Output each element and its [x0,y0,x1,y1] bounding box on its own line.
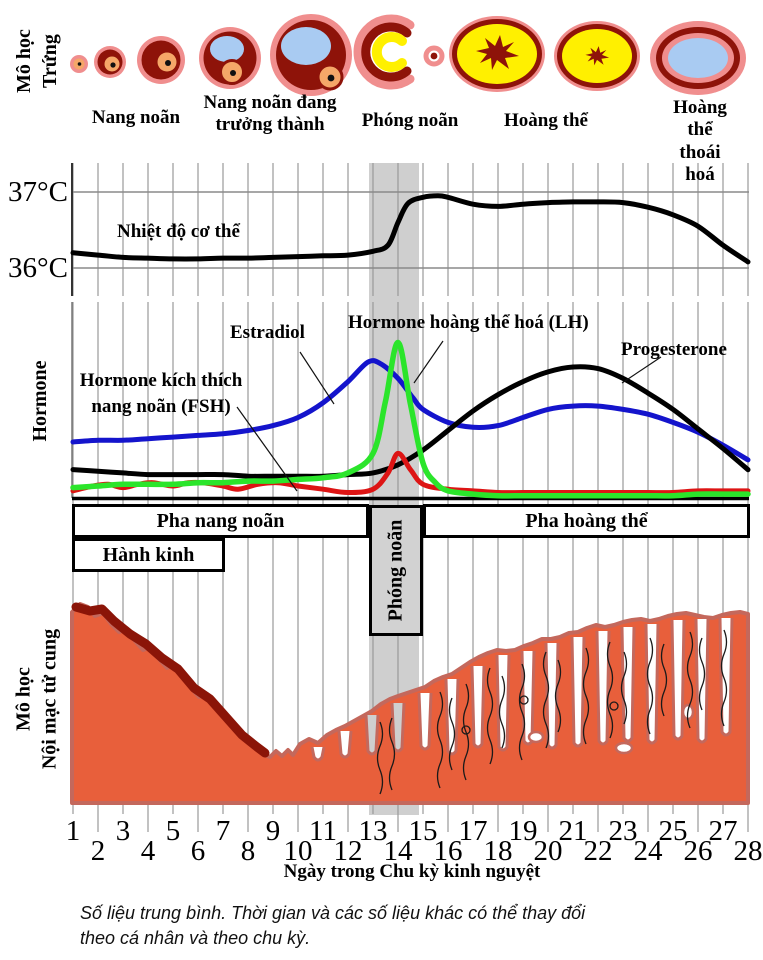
secondary-follicle-icon [137,36,185,84]
day-label-23: 23 [608,815,638,847]
lh-label: Hormone hoàng thể hoá (LH) [348,312,589,333]
endometrium-gland-squiggles [376,629,728,795]
fsh-label: Hormone kích thích nang noãn (FSH) [79,370,243,417]
day-label-25: 25 [658,815,688,847]
day-label-27: 27 [708,815,738,847]
ovary-histology-svg [70,14,746,96]
day-label-12: 12 [333,835,363,867]
stage-label-corpus-luteum: Hoàng thể [504,110,588,131]
antral-follicle-icon [199,27,261,89]
endometrium-axis-label: Mô học Nội mạc tử cung [12,628,61,770]
footnote: Số liệu trung bình. Thời gian và các số … [80,903,586,948]
follicular-phase-label: Pha nang noãn [156,509,285,532]
menstruation-label: Hành kinh [102,543,195,566]
ovulating-follicle-icon [353,14,445,90]
day-label-17: 17 [458,815,488,847]
day-label-7: 7 [215,815,231,847]
progesterone-label: Progesterone [621,339,727,360]
primordial-follicle-icon [70,55,88,73]
lh-leader [413,340,444,384]
temperature-curve-label: Nhiệt độ cơ thể [117,221,240,242]
day-label-24: 24 [633,835,663,867]
stage-label-ovulation: Phóng noãn [361,110,459,131]
day-label-9: 9 [265,815,281,847]
progesterone-leader [621,356,662,384]
estradiol-label: Estradiol [230,322,305,343]
stage-label-follicle: Nang noãn [91,107,181,128]
stage-label-degenerating-corpus-luteum: Hoàng thể thoái hoá [673,97,727,186]
day-label-11: 11 [309,815,337,847]
fsh-leader [236,406,298,492]
stage-label-maturing-follicle: Nang noãn đang trưởng thành [203,92,337,136]
hormone-axis-label: Hormone [29,360,51,442]
x-axis-title: Ngày trong Chu kỳ kinh nguyệt [283,861,541,882]
day-label-3: 3 [115,815,131,847]
day-label-15: 15 [408,815,438,847]
ovary-axis-label: Mô học Trứng [13,29,61,93]
estradiol-leader [299,351,335,405]
corpus-luteum-icon [449,16,545,92]
menstruation-box: Hành kinh [72,538,225,572]
endometrium-shedding-layer [71,602,270,758]
day-label-26: 26 [683,835,713,867]
day-label-28: 28 [733,835,763,867]
day-label-18: 18 [483,835,513,867]
lh-curve [70,339,751,499]
day-label-13: 13 [358,815,388,847]
day-label-20: 20 [533,835,563,867]
day-label-19: 19 [508,815,538,847]
mature-follicle-icon [270,14,352,96]
day-label-16: 16 [433,835,463,867]
temp-36c-label: 36°C [8,252,68,284]
luteal-phase-box: Pha hoàng thể [423,504,750,538]
temperature-curve [70,193,751,265]
day-label-4: 4 [140,835,156,867]
day-label-10: 10 [283,835,313,867]
late-corpus-luteum-icon [554,21,640,91]
day-label-1: 1 [65,815,81,847]
ovulation-phase-label: Phóng noãn [384,519,407,622]
endometrium-holes [527,703,695,755]
primary-follicle-icon [94,46,126,78]
ovulation-phase-box: Phóng noãn [369,505,423,636]
day-label-2: 2 [90,835,106,867]
temp-37c-label: 37°C [8,176,68,208]
progesterone-curve [70,364,751,479]
day-label-14: 14 [383,835,413,867]
follicular-phase-box: Pha nang noãn [72,504,369,538]
day-label-6: 6 [190,835,206,867]
day-label-5: 5 [165,815,181,847]
day-label-21: 21 [558,815,588,847]
day-label-8: 8 [240,835,256,867]
day-label-22: 22 [583,835,613,867]
luteal-phase-label: Pha hoàng thể [525,509,648,532]
corpus-albicans-icon [650,21,746,95]
